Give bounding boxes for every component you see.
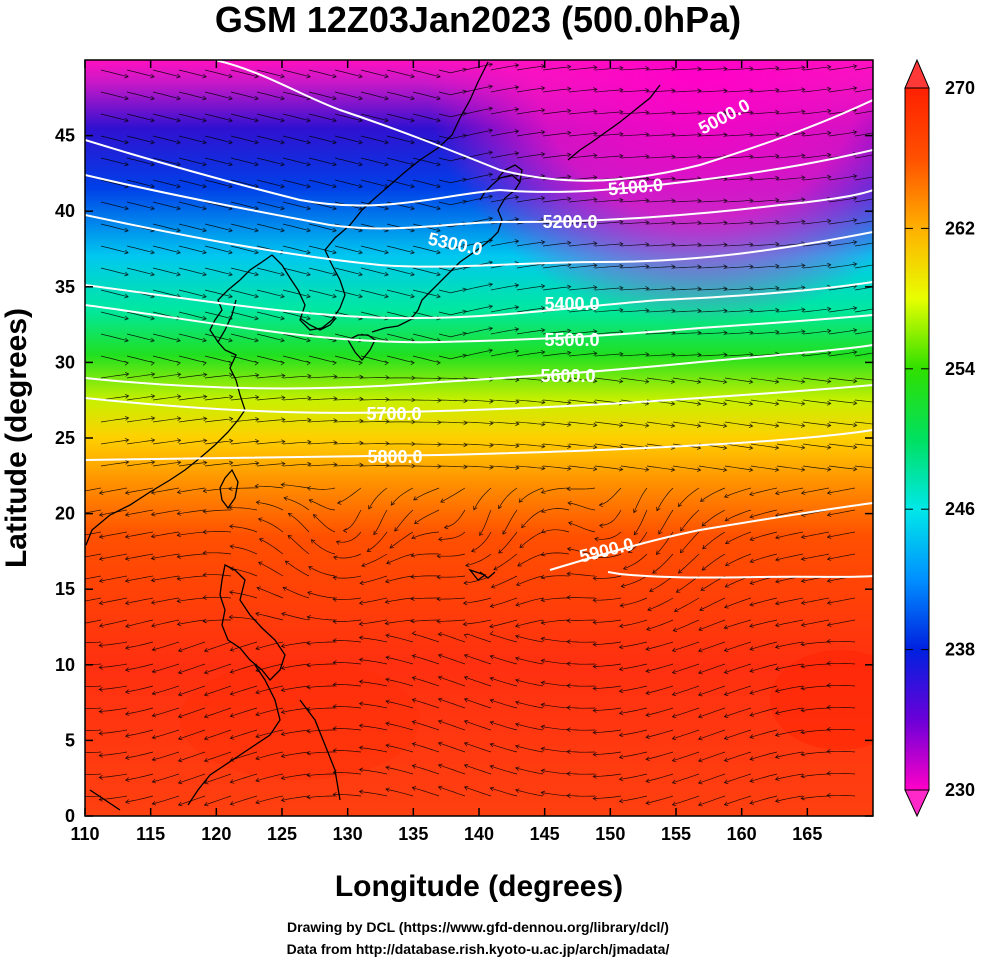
contour-5700 xyxy=(85,384,873,414)
colorbar-label: 238 xyxy=(945,640,975,660)
footer-credit-data: Data from http://database.rish.kyoto-u.a… xyxy=(287,941,670,957)
y-tick-label: 45 xyxy=(55,126,75,146)
colorbar-label: 262 xyxy=(945,218,975,238)
y-tick-label: 20 xyxy=(55,504,75,524)
contour-5000 xyxy=(214,60,873,182)
contour-label-5100: 5100.0 xyxy=(607,175,664,200)
footer-credit-dcl: Drawing by DCL (https://www.gfd-dennou.o… xyxy=(287,919,669,935)
x-axis-label: Longitude (degrees) xyxy=(335,870,623,903)
contour-5100 xyxy=(85,139,873,207)
contour-5800 xyxy=(85,429,873,461)
colorbar-min-arrow xyxy=(904,789,930,818)
plot-area xyxy=(85,60,873,816)
x-tick-label: 125 xyxy=(267,824,297,844)
colorbar-max-arrow xyxy=(904,58,930,89)
y-tick-label: 5 xyxy=(65,730,75,750)
contour-label-5800: 5800.0 xyxy=(367,447,422,467)
colorbar-label: 270 xyxy=(945,78,975,98)
x-tick-label: 165 xyxy=(792,824,822,844)
contour-label-5500: 5500.0 xyxy=(544,330,599,350)
y-tick-label: 35 xyxy=(55,277,75,297)
colorbar-label: 246 xyxy=(945,499,975,519)
y-tick-label: 10 xyxy=(55,655,75,675)
y-tick-label: 30 xyxy=(55,352,75,372)
contour-label-5400: 5400.0 xyxy=(544,294,599,314)
contour-5900-north xyxy=(549,502,873,571)
contour-5500 xyxy=(85,304,873,344)
contour-5400 xyxy=(85,281,873,320)
contour-5200 xyxy=(85,174,873,230)
x-tick-label: 135 xyxy=(398,824,428,844)
contour-5600 xyxy=(85,344,873,390)
x-tick-label: 130 xyxy=(333,824,363,844)
x-tick-label: 115 xyxy=(136,824,165,844)
height-contours xyxy=(85,60,873,579)
y-axis: 0 5 10 15 20 25 30 35 40 45 xyxy=(55,126,873,826)
y-tick-label: 15 xyxy=(55,579,75,599)
colorbar: 270 262 254 246 238 230 xyxy=(904,58,975,818)
x-tick-label: 155 xyxy=(661,824,691,844)
y-tick-label: 0 xyxy=(65,806,75,826)
x-tick-label: 140 xyxy=(464,824,494,844)
contour-5300 xyxy=(85,214,873,268)
map-title: GSM 12Z03Jan2023 (500.0hPa) xyxy=(215,0,741,40)
colorbar-bar xyxy=(904,87,930,791)
colorbar-label: 230 xyxy=(945,780,975,800)
contour-label-5200: 5200.0 xyxy=(542,212,597,232)
colorbar-label: 254 xyxy=(945,359,975,379)
x-tick-label: 110 xyxy=(70,824,99,844)
contour-label-5600: 5600.0 xyxy=(540,366,595,386)
x-tick-label: 160 xyxy=(727,824,757,844)
coastlines xyxy=(85,61,661,811)
y-tick-label: 25 xyxy=(55,428,75,448)
y-tick-label: 40 xyxy=(55,201,75,221)
contour-5900-south xyxy=(607,571,873,579)
cold-core-shading xyxy=(85,60,873,816)
x-tick-label: 145 xyxy=(530,824,560,844)
contour-label-5700: 5700.0 xyxy=(366,404,421,424)
wind-streamlines xyxy=(85,62,873,807)
x-axis: 110 115 120 125 130 135 140 145 150 155 160 165 xyxy=(70,60,822,844)
y-axis-label: Latitude (degrees) xyxy=(0,308,33,568)
x-tick-label: 120 xyxy=(201,824,231,844)
x-tick-label: 150 xyxy=(595,824,625,844)
